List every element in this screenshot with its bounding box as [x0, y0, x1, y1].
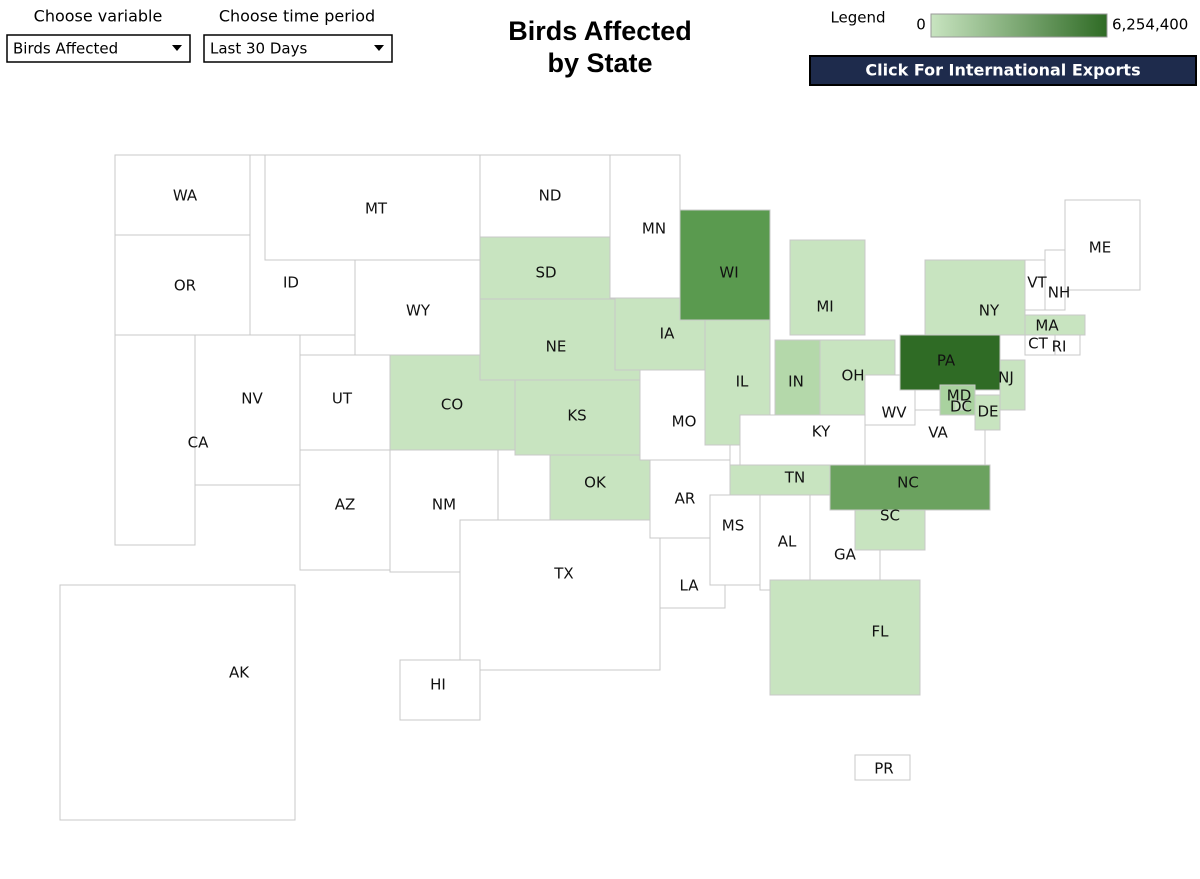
- legend-label: Legend: [830, 9, 885, 27]
- state: [479, 154, 611, 238]
- state-label: NY: [979, 302, 1000, 320]
- title: by State: [547, 48, 652, 78]
- state: [1054, 334, 1081, 356]
- control-label: Choose variable: [34, 7, 163, 26]
- state: [549, 454, 651, 521]
- state-label: OK: [584, 474, 607, 492]
- state-label: FL: [872, 623, 890, 641]
- state-label: NJ: [998, 369, 1014, 387]
- export-button-label[interactable]: Click For International Exports: [865, 61, 1140, 80]
- state-label: SC: [880, 507, 900, 525]
- state-label: SD: [535, 264, 556, 282]
- state-label: PR: [874, 760, 893, 778]
- state-label: ME: [1089, 239, 1111, 257]
- state-label: OR: [174, 277, 196, 295]
- state-label: MS: [722, 517, 744, 535]
- state-label: AK: [229, 664, 250, 682]
- state: [679, 209, 771, 321]
- state-label: IL: [736, 373, 749, 391]
- state-label: IN: [788, 373, 804, 391]
- state-label: DC: [950, 398, 972, 416]
- map: WA OR CA NV ID MT WY UT AZ NM CO ND SD NE KS OK TX MN IA MO…: [59, 154, 1141, 821]
- state-label: WA: [173, 187, 198, 205]
- state: [769, 579, 921, 696]
- state: [479, 298, 641, 381]
- state: [479, 236, 616, 300]
- state-label: OH: [841, 367, 864, 385]
- state-label: NC: [897, 474, 919, 492]
- state: [194, 334, 301, 486]
- state-label: LA: [680, 577, 700, 595]
- state-label: AL: [778, 533, 797, 551]
- dropdown[interactable]: [203, 34, 393, 63]
- state-label: CO: [441, 396, 463, 414]
- state-label: MI: [816, 298, 833, 316]
- state: [739, 414, 866, 466]
- title: Birds Affected: [508, 16, 692, 46]
- state: [974, 394, 1001, 431]
- state-label: WY: [406, 302, 431, 320]
- legend-max: 6,254,400: [1112, 16, 1188, 34]
- control-label: Choose time period: [219, 7, 375, 26]
- state-label: AR: [675, 490, 696, 508]
- state-label: NM: [432, 496, 456, 514]
- state-label: ND: [539, 187, 562, 205]
- dropdown-value[interactable]: Last 30 Days: [210, 40, 307, 58]
- legend-gradient: [930, 13, 1108, 38]
- state-label: NH: [1048, 284, 1071, 302]
- export-button[interactable]: [809, 55, 1197, 86]
- state: [709, 494, 761, 586]
- state: [829, 464, 991, 511]
- state-label: PA: [937, 352, 956, 370]
- state-label: NE: [546, 338, 567, 356]
- state-label: ID: [283, 274, 299, 292]
- state-label: DE: [977, 403, 998, 421]
- state-label: IA: [660, 325, 675, 343]
- state-label: MN: [642, 220, 666, 238]
- dropdown-value[interactable]: Birds Affected: [13, 40, 118, 58]
- state-label: NV: [241, 390, 263, 408]
- legend-min: 0: [916, 16, 926, 34]
- state: [924, 259, 1026, 336]
- state: [954, 399, 966, 411]
- state: [609, 154, 681, 299]
- state-label: TN: [784, 469, 805, 487]
- state: [514, 379, 651, 456]
- state-label: KS: [567, 407, 586, 425]
- dropdown[interactable]: [6, 34, 191, 63]
- state: [299, 449, 391, 571]
- state-label: VT: [1027, 274, 1047, 292]
- state-label: GA: [834, 546, 857, 564]
- state: [114, 334, 196, 546]
- state: [789, 239, 866, 336]
- state: [1064, 199, 1141, 291]
- dropdown-arrow[interactable]: [374, 45, 384, 51]
- state-label: UT: [332, 390, 353, 408]
- state-label: AZ: [335, 496, 356, 514]
- state: [459, 519, 661, 671]
- state-label: MT: [365, 200, 388, 218]
- state: [264, 154, 481, 261]
- dropdown-arrow[interactable]: [172, 45, 182, 51]
- state-label: CT: [1028, 335, 1048, 353]
- state-label: RI: [1052, 338, 1067, 356]
- state-label: TX: [553, 565, 573, 583]
- state: [299, 354, 391, 451]
- state-label: WV: [881, 404, 907, 422]
- state-label: MA: [1035, 317, 1059, 335]
- state-label: WI: [719, 264, 738, 282]
- state: [59, 584, 296, 821]
- state-label: HI: [430, 676, 446, 694]
- state-label: CA: [188, 434, 209, 452]
- state-label: MO: [672, 413, 697, 431]
- state: [999, 359, 1026, 411]
- state-label: KY: [812, 423, 831, 441]
- state: [854, 754, 911, 781]
- state: [399, 659, 481, 721]
- state: [114, 154, 251, 236]
- state-label: MD: [947, 387, 972, 405]
- state-label: VA: [928, 424, 948, 442]
